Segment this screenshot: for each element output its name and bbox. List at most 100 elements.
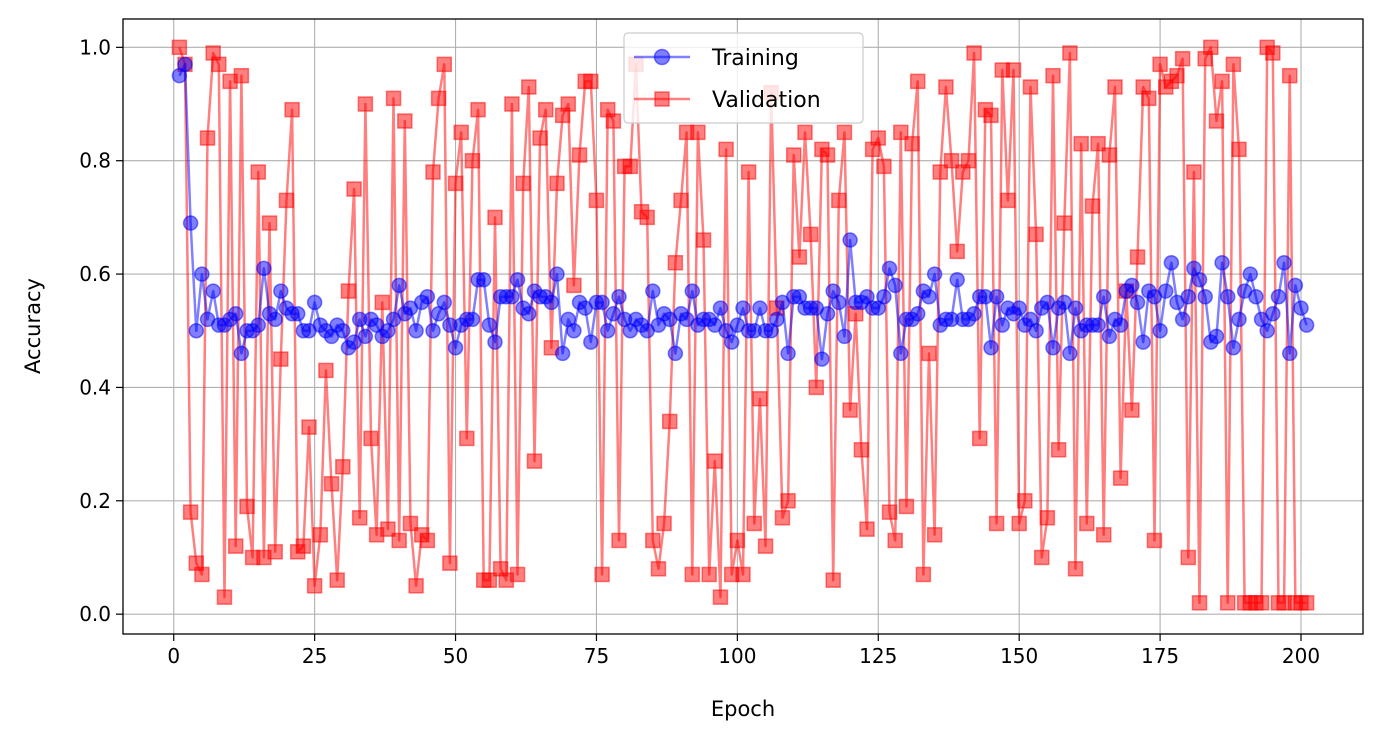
training-series [171,56,1315,367]
training-point [1242,266,1259,282]
training-point [1191,271,1208,288]
training-point [1011,300,1027,316]
training-point [481,317,498,333]
validation-point [1298,595,1315,611]
x-tick-label: 100 [718,644,756,668]
training-point [887,277,903,294]
validation-point [1005,62,1022,78]
training-point [549,266,565,282]
validation-point [1101,147,1118,163]
x-axis-label: Epoch [711,697,775,721]
training-point [684,283,701,299]
training-point [188,323,205,339]
validation-point [1073,135,1089,152]
validation-point [521,79,537,95]
training-point [836,328,853,345]
training-point [667,345,684,362]
training-point [594,294,610,311]
validation-point [1084,198,1101,214]
validation-point [171,39,188,56]
validation-point [571,147,588,163]
validation-point [267,544,283,560]
x-axis: 0 25 50 75 100 125 150 175 200 [167,634,1320,668]
validation-point [605,113,622,129]
validation-point [515,175,531,192]
validation-point [301,419,317,435]
validation-point [757,538,774,554]
validation-point [1265,45,1281,61]
validation-point [1174,50,1191,67]
validation-point [306,578,323,594]
validation-point [932,164,949,180]
training-point [1214,254,1230,271]
validation-point [211,56,227,73]
training-point [256,260,272,277]
training-point [909,305,926,322]
validation-point [594,566,610,583]
x-tick-label: 25 [302,644,327,668]
training-point [1135,334,1151,350]
validation-point [622,158,639,175]
validation-point [661,413,678,430]
validation-point [1208,113,1225,129]
validation-point [1141,90,1157,107]
validation-point [1152,56,1168,73]
training-point [475,271,492,288]
x-tick-label: 125 [859,644,897,668]
validation-point [740,164,757,180]
training-point [504,288,520,305]
validation-point [425,164,441,180]
validation-point [853,442,870,458]
validation-point [707,453,723,469]
validation-point [295,538,312,554]
validation-point [459,430,475,447]
plot-frame [122,18,1364,635]
training-point [419,288,436,305]
training-point [177,56,193,73]
training-point [306,294,323,311]
validation-point [650,561,667,577]
validation-point [831,192,847,209]
training-point [1265,305,1281,322]
y-tick-label: 0.0 [79,602,111,626]
training-point [250,317,267,333]
validation-point [526,453,543,469]
validation-point [639,209,655,226]
validation-point [351,510,368,526]
validation-point [1225,56,1242,73]
validation-point [1039,510,1056,526]
validation-point [374,294,391,311]
validation-point [938,79,954,95]
training-point [1129,294,1146,311]
x-tick-label: 200 [1282,644,1320,668]
x-tick-label: 175 [1141,644,1179,668]
training-point [881,260,898,277]
training-point [182,215,199,231]
training-point [1231,311,1247,328]
training-point [1124,277,1140,294]
training-point [267,311,283,328]
training-point [1045,340,1061,356]
validation-point [363,430,379,447]
training-point [1225,340,1242,356]
legend-validation-marker [654,91,670,107]
validation-point [808,379,825,396]
y-tick-label: 0.2 [79,489,111,513]
validation-point [1124,402,1140,418]
training-point [752,300,768,316]
training-point [769,311,785,328]
validation-point [588,192,605,209]
training-point [921,288,937,305]
training-point [1157,283,1174,299]
training-point [1298,317,1315,333]
validation-point [391,532,407,549]
validation-point [487,209,503,226]
validation-point [560,96,577,112]
validation-point [442,555,458,571]
validation-point [278,192,295,209]
validation-point [746,515,763,532]
validation-point [819,147,836,163]
validation-point [921,345,937,362]
validation-point [1011,515,1027,532]
validation-point [380,521,396,537]
